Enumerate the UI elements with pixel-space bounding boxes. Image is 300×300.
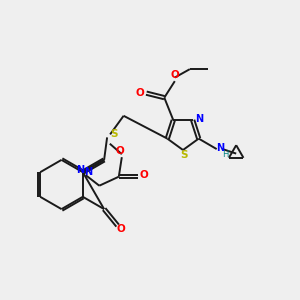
Text: O: O [136, 88, 145, 98]
Text: O: O [170, 70, 179, 80]
Text: N: N [76, 165, 85, 175]
Text: O: O [116, 224, 125, 234]
Text: N: N [216, 142, 224, 153]
Text: S: S [181, 150, 188, 161]
Text: S: S [110, 129, 118, 139]
Text: N: N [84, 167, 92, 177]
Text: H: H [222, 150, 228, 159]
Text: N: N [195, 114, 203, 124]
Text: O: O [140, 170, 149, 180]
Text: O: O [116, 146, 125, 156]
